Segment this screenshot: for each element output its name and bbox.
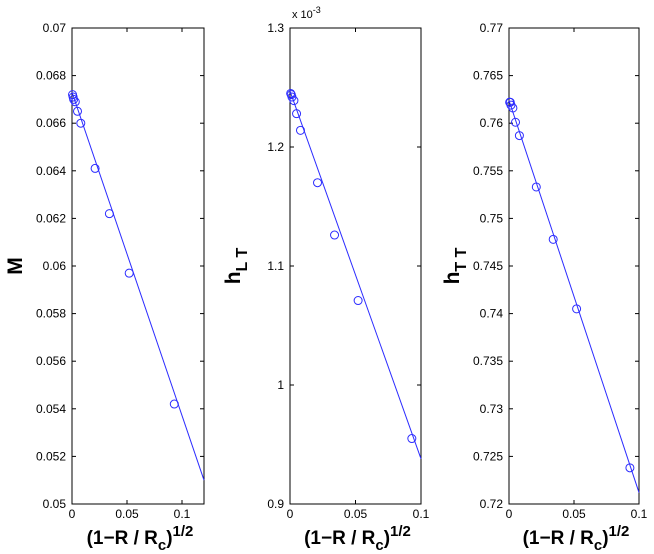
- data-point: [104, 209, 114, 219]
- x-tick-label: 0: [287, 507, 294, 521]
- y-tick-label: 0.052: [36, 449, 66, 463]
- y-tick-label: 0.75: [480, 211, 504, 225]
- x-axis-label: (1−R / Rc)1/2: [523, 523, 630, 554]
- data-point: [407, 434, 417, 444]
- x-tick-label: 0.1: [413, 507, 430, 521]
- data-point: [289, 96, 299, 106]
- x-tick-label: 0.05: [115, 507, 139, 521]
- y-axis-label: M: [4, 257, 27, 275]
- data-point: [73, 106, 82, 116]
- y-tick-label: 0.76: [480, 116, 504, 130]
- data-point: [295, 125, 305, 135]
- y-tick-label: 1.2: [267, 140, 284, 154]
- data-point: [625, 463, 635, 473]
- plot-area-2: [289, 27, 422, 505]
- y-axis-label: hL T: [222, 248, 251, 285]
- data-point: [511, 117, 520, 127]
- y-tick-label: 0.72: [480, 497, 504, 511]
- data-point: [70, 97, 80, 107]
- data-point: [514, 131, 524, 141]
- y-tick-label: 1.3: [267, 21, 284, 35]
- x-tick-label: 0.1: [631, 507, 648, 521]
- plot-area-1: [71, 27, 205, 505]
- y-tick-label: 0.056: [36, 354, 66, 368]
- y-tick-label: 0.755: [473, 164, 503, 178]
- y-tick-label: 0.064: [36, 164, 66, 178]
- y-tick-label: 0.765: [473, 69, 503, 83]
- y-tick-label: 0.062: [36, 211, 66, 225]
- x-tick-label: 0.1: [174, 507, 191, 521]
- y-tick-label: 0.07: [43, 21, 67, 35]
- data-point: [292, 109, 302, 119]
- y-tick-label: 0.068: [36, 69, 66, 83]
- y-tick-label: 1: [277, 378, 284, 392]
- y-axis-multiplier: x 10-3: [292, 5, 321, 21]
- data-point: [76, 118, 86, 128]
- data-point: [330, 230, 340, 240]
- y-tick-label: 0.735: [473, 354, 503, 368]
- fit-line: [71, 92, 205, 481]
- data-point: [508, 103, 518, 113]
- fit-line: [289, 90, 422, 459]
- y-tick-label: 0.9: [267, 497, 284, 511]
- data-point: [69, 94, 79, 104]
- data-point: [506, 100, 516, 110]
- x-tick-label: 0.05: [344, 507, 368, 521]
- data-point: [531, 182, 541, 192]
- x-tick-label: 0: [506, 507, 513, 521]
- x-axis-label: (1−R / Rc)1/2: [304, 523, 411, 554]
- y-tick-label: 1.1: [267, 259, 284, 273]
- y-tick-label: 0.058: [36, 307, 66, 321]
- y-tick-label: 0.05: [43, 497, 67, 511]
- x-axis-label: (1−R / Rc)1/2: [87, 523, 194, 554]
- y-tick-label: 0.77: [480, 21, 504, 35]
- data-point: [353, 296, 363, 306]
- y-tick-label: 0.066: [36, 116, 66, 130]
- x-tick-label: 0.05: [562, 507, 586, 521]
- data-point: [169, 399, 179, 409]
- data-point: [90, 163, 100, 173]
- data-point: [124, 268, 134, 278]
- y-tick-label: 0.054: [36, 402, 66, 416]
- y-tick-label: 0.725: [473, 449, 503, 463]
- x-tick-label: 0: [69, 507, 76, 521]
- data-point: [313, 178, 323, 188]
- data-point: [548, 234, 558, 244]
- y-tick-label: 0.73: [480, 402, 504, 416]
- y-tick-label: 0.74: [480, 307, 504, 321]
- y-axis-label: hT T: [441, 247, 470, 284]
- y-tick-label: 0.06: [43, 259, 67, 273]
- y-tick-label: 0.745: [473, 259, 503, 273]
- data-point: [572, 304, 582, 314]
- fit-line: [508, 100, 640, 493]
